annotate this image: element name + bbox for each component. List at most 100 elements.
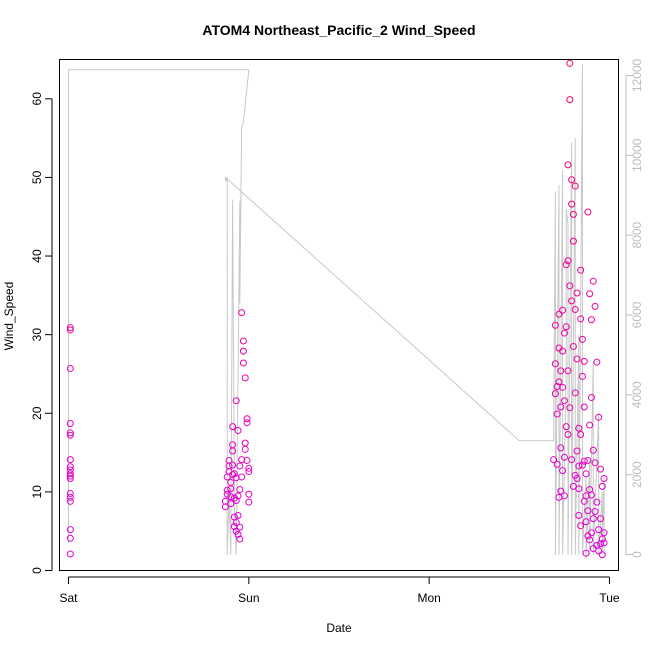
y-tick-label: 30 bbox=[30, 328, 44, 342]
data-point bbox=[587, 529, 595, 537]
y2-tick-label: 8000 bbox=[630, 221, 644, 248]
data-point bbox=[598, 482, 606, 490]
points-layer bbox=[66, 59, 608, 559]
data-point bbox=[578, 372, 586, 380]
y-axis-label: Wind_Speed bbox=[2, 282, 16, 351]
x-tick-label: Sun bbox=[238, 591, 259, 605]
data-point bbox=[239, 347, 247, 355]
data-point bbox=[596, 465, 604, 473]
data-point bbox=[245, 464, 253, 472]
data-point bbox=[568, 200, 576, 208]
x-tick-label: Tue bbox=[599, 591, 620, 605]
data-point bbox=[245, 467, 253, 475]
y-tick-label: 40 bbox=[30, 249, 44, 263]
data-point bbox=[600, 475, 608, 483]
data-point bbox=[557, 403, 565, 411]
data-point bbox=[593, 498, 601, 506]
data-point bbox=[245, 490, 253, 498]
data-point bbox=[550, 456, 558, 464]
data-point bbox=[591, 508, 599, 516]
data-point bbox=[587, 316, 595, 324]
data-point bbox=[241, 439, 249, 447]
data-point bbox=[566, 282, 574, 290]
data-point bbox=[559, 467, 567, 475]
data-point bbox=[232, 474, 240, 482]
data-point bbox=[564, 367, 572, 375]
data-point bbox=[66, 497, 74, 505]
data-point bbox=[573, 355, 581, 363]
data-point bbox=[225, 456, 233, 464]
data-point bbox=[591, 302, 599, 310]
data-point bbox=[596, 540, 604, 548]
data-point bbox=[66, 326, 74, 334]
chart-title: ATOM4 Northeast_Pacific_2 Wind_Speed bbox=[202, 22, 475, 38]
data-point bbox=[223, 490, 231, 498]
y-tick-label: 10 bbox=[30, 485, 44, 499]
x-tick-label: Mon bbox=[417, 591, 440, 605]
data-point bbox=[595, 526, 603, 534]
data-point bbox=[243, 456, 251, 464]
data-point bbox=[559, 347, 567, 355]
data-point bbox=[230, 522, 238, 530]
data-point bbox=[596, 515, 604, 523]
y2-tick-label: 6000 bbox=[630, 301, 644, 328]
data-point bbox=[66, 431, 74, 439]
data-point bbox=[66, 534, 74, 542]
data-point bbox=[586, 536, 594, 544]
data-point bbox=[234, 427, 242, 435]
data-point bbox=[66, 419, 74, 427]
data-point bbox=[569, 210, 577, 218]
data-point bbox=[229, 423, 237, 431]
data-point bbox=[598, 535, 606, 543]
data-point bbox=[229, 461, 237, 469]
data-point bbox=[229, 441, 237, 449]
data-point bbox=[66, 470, 74, 478]
data-point bbox=[595, 413, 603, 421]
data-point bbox=[236, 486, 244, 494]
data-point bbox=[66, 472, 74, 480]
data-point bbox=[562, 261, 570, 269]
data-point bbox=[559, 306, 567, 314]
data-point bbox=[557, 444, 565, 452]
data-point bbox=[559, 383, 567, 391]
data-point bbox=[66, 463, 74, 471]
data-point bbox=[566, 96, 574, 104]
data-point bbox=[66, 475, 74, 483]
data-point bbox=[243, 415, 251, 423]
data-point bbox=[560, 397, 568, 405]
data-point bbox=[553, 383, 561, 391]
data-point bbox=[577, 315, 585, 323]
data-point bbox=[553, 460, 561, 468]
data-point bbox=[560, 492, 568, 500]
data-point bbox=[578, 461, 586, 469]
data-point bbox=[562, 323, 570, 331]
data-point bbox=[571, 389, 579, 397]
y2-tick-label: 2000 bbox=[630, 461, 644, 488]
secondary-series-line bbox=[68, 64, 605, 559]
data-point bbox=[582, 549, 590, 557]
y2-tick-label: 12000 bbox=[630, 58, 644, 92]
data-point bbox=[227, 493, 235, 501]
data-point bbox=[564, 257, 572, 265]
data-point bbox=[571, 306, 579, 313]
data-point bbox=[566, 404, 574, 412]
data-point bbox=[593, 358, 601, 366]
data-point bbox=[555, 378, 563, 386]
data-point bbox=[66, 550, 74, 558]
x-tick-label: Sat bbox=[60, 591, 79, 605]
data-point bbox=[582, 470, 590, 478]
data-point bbox=[568, 176, 576, 184]
data-point bbox=[232, 519, 240, 527]
data-point bbox=[236, 523, 244, 531]
data-point bbox=[580, 357, 588, 365]
data-point bbox=[571, 182, 579, 190]
data-point bbox=[66, 489, 74, 497]
data-point bbox=[238, 473, 246, 481]
data-point bbox=[241, 445, 249, 453]
data-point bbox=[229, 447, 237, 455]
data-point bbox=[66, 493, 74, 501]
data-point bbox=[234, 492, 242, 500]
data-point bbox=[223, 486, 231, 494]
data-point bbox=[236, 535, 244, 543]
